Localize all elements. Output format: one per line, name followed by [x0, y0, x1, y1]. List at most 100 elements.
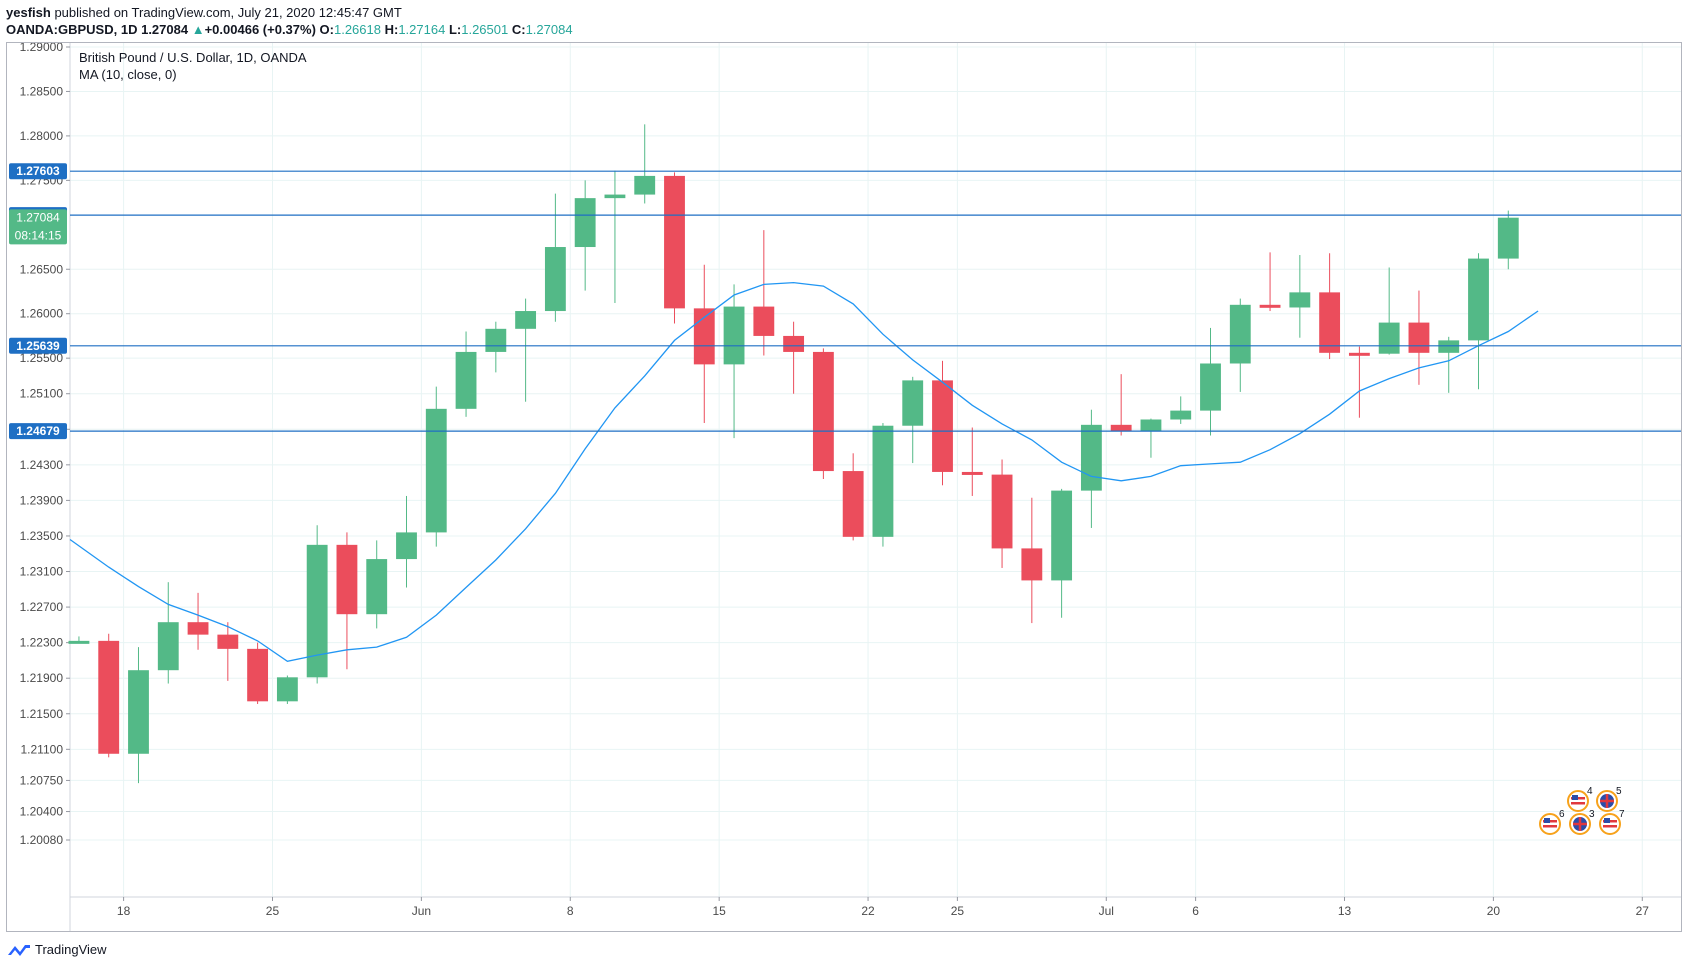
- candle-body: [872, 425, 894, 537]
- time-tick-label: 25: [951, 904, 965, 918]
- price-tick-label: 1.25100: [20, 387, 64, 401]
- candle-body: [1080, 424, 1102, 491]
- candle: [1051, 488, 1073, 618]
- candle-body: [1408, 322, 1430, 353]
- event-marker[interactable]: 5: [1596, 786, 1622, 812]
- candle-body: [1229, 304, 1251, 364]
- event-count: 4: [1587, 786, 1593, 797]
- candle-body: [723, 306, 745, 365]
- candle-body: [1438, 340, 1460, 353]
- price-tick-label: 1.22700: [20, 600, 64, 614]
- candle: [932, 360, 953, 486]
- candle: [306, 525, 328, 684]
- level-tag-label: 1.24679: [16, 424, 60, 438]
- legend-indicator[interactable]: MA (10, close, 0): [79, 67, 177, 82]
- last-price-tag: [9, 209, 67, 245]
- candle-body: [1378, 322, 1400, 354]
- event-marker[interactable]: 3: [1569, 809, 1595, 835]
- price-tick-label: 1.20750: [20, 773, 64, 787]
- us-flag-stripe: [1603, 825, 1617, 828]
- chart-frame[interactable]: 1.29000 1.28500 1.28000 1.27500 1.26500 1.260…: [6, 40, 1682, 932]
- candle: [336, 532, 358, 670]
- candle: [991, 459, 1013, 568]
- price-tick-label: 1.25500: [20, 351, 64, 365]
- level-tag-label: 1.27603: [16, 164, 60, 178]
- open-label: O:: [319, 22, 334, 37]
- candle-body: [664, 175, 685, 309]
- ma-line-group: [69, 281, 1539, 662]
- open-value: 1.26618: [333, 22, 381, 37]
- price-tick-label: 1.28500: [20, 84, 64, 98]
- candle: [1319, 253, 1341, 360]
- candle-body: [783, 335, 805, 352]
- candle-body: [187, 622, 209, 635]
- candlestick-chart[interactable]: 1.290001.285001.280001.275001.265001.260…: [7, 40, 1681, 931]
- candle-body: [1348, 352, 1370, 356]
- candle-body: [306, 544, 328, 678]
- economic-events: 4 5 6 3 7: [1539, 786, 1625, 835]
- candle: [455, 331, 477, 417]
- price-tick-label: 1.20400: [20, 805, 64, 819]
- candle-body: [991, 474, 1013, 549]
- price-tick-label: 1.29000: [20, 43, 64, 54]
- candle-body: [276, 677, 298, 702]
- candle: [247, 642, 269, 704]
- time-tick-label: 27: [1636, 904, 1650, 918]
- price-tick-label: 1.26000: [20, 307, 64, 321]
- candle-body: [1051, 490, 1073, 581]
- candle-body: [574, 198, 596, 248]
- candle: [1378, 267, 1400, 355]
- price-tick-label: 1.20080: [20, 833, 64, 847]
- time-tick-label: 8: [567, 904, 574, 918]
- candle: [68, 636, 90, 644]
- candle: [217, 622, 239, 681]
- legend-title: British Pound / U.S. Dollar, 1D, OANDA: [79, 50, 307, 65]
- candles: [68, 124, 1519, 784]
- candle-body: [1497, 217, 1519, 259]
- price-tick-label: 1.23500: [20, 529, 64, 543]
- time-tick-label: 18: [117, 904, 131, 918]
- low-value: 1.26501: [461, 22, 509, 37]
- candle: [396, 495, 417, 588]
- event-marker[interactable]: 4: [1567, 786, 1593, 812]
- candle: [723, 284, 745, 439]
- candle: [1259, 252, 1281, 312]
- us-flag-canton: [1572, 795, 1578, 800]
- symbol-name[interactable]: OANDA:GBPUSD, 1D: [6, 22, 138, 37]
- candle-body: [1289, 292, 1311, 308]
- candle: [842, 453, 864, 541]
- candle: [693, 264, 715, 424]
- candle: [902, 376, 924, 464]
- us-flag-stripe: [1543, 825, 1557, 828]
- event-marker[interactable]: 6: [1539, 809, 1565, 835]
- candle-body: [902, 380, 924, 426]
- event-count: 7: [1619, 809, 1625, 820]
- event-marker[interactable]: 7: [1599, 809, 1625, 835]
- price-tags: 1.276031.271091.256391.246791.2708408:14…: [9, 163, 67, 440]
- candle: [1170, 396, 1192, 424]
- footer-brand[interactable]: TradingView: [8, 942, 107, 957]
- candle-body: [396, 532, 417, 560]
- event-count: 5: [1616, 786, 1622, 797]
- candle-body: [366, 559, 388, 615]
- candle: [783, 321, 805, 394]
- candle-body: [1468, 258, 1489, 341]
- time-tick-label: 22: [861, 904, 875, 918]
- price-tick-label: 1.24300: [20, 458, 64, 472]
- candle-body: [1170, 410, 1192, 420]
- candle-body: [336, 544, 358, 615]
- time-tick-label: 6: [1192, 904, 1199, 918]
- last-price-label: 1.27084: [16, 210, 60, 224]
- candle-body: [1200, 363, 1221, 411]
- candle: [276, 675, 298, 704]
- candle: [634, 124, 656, 204]
- candle: [1468, 253, 1489, 390]
- high-label: H:: [384, 22, 399, 37]
- candle: [574, 180, 596, 291]
- time-tick-label: Jul: [1099, 904, 1114, 918]
- author-name[interactable]: yesfish: [6, 5, 51, 20]
- candle: [1021, 497, 1043, 624]
- publish-line: yesfish published on TradingView.com, Ju…: [6, 5, 402, 20]
- candle-body: [693, 308, 715, 365]
- candle-body: [98, 640, 120, 754]
